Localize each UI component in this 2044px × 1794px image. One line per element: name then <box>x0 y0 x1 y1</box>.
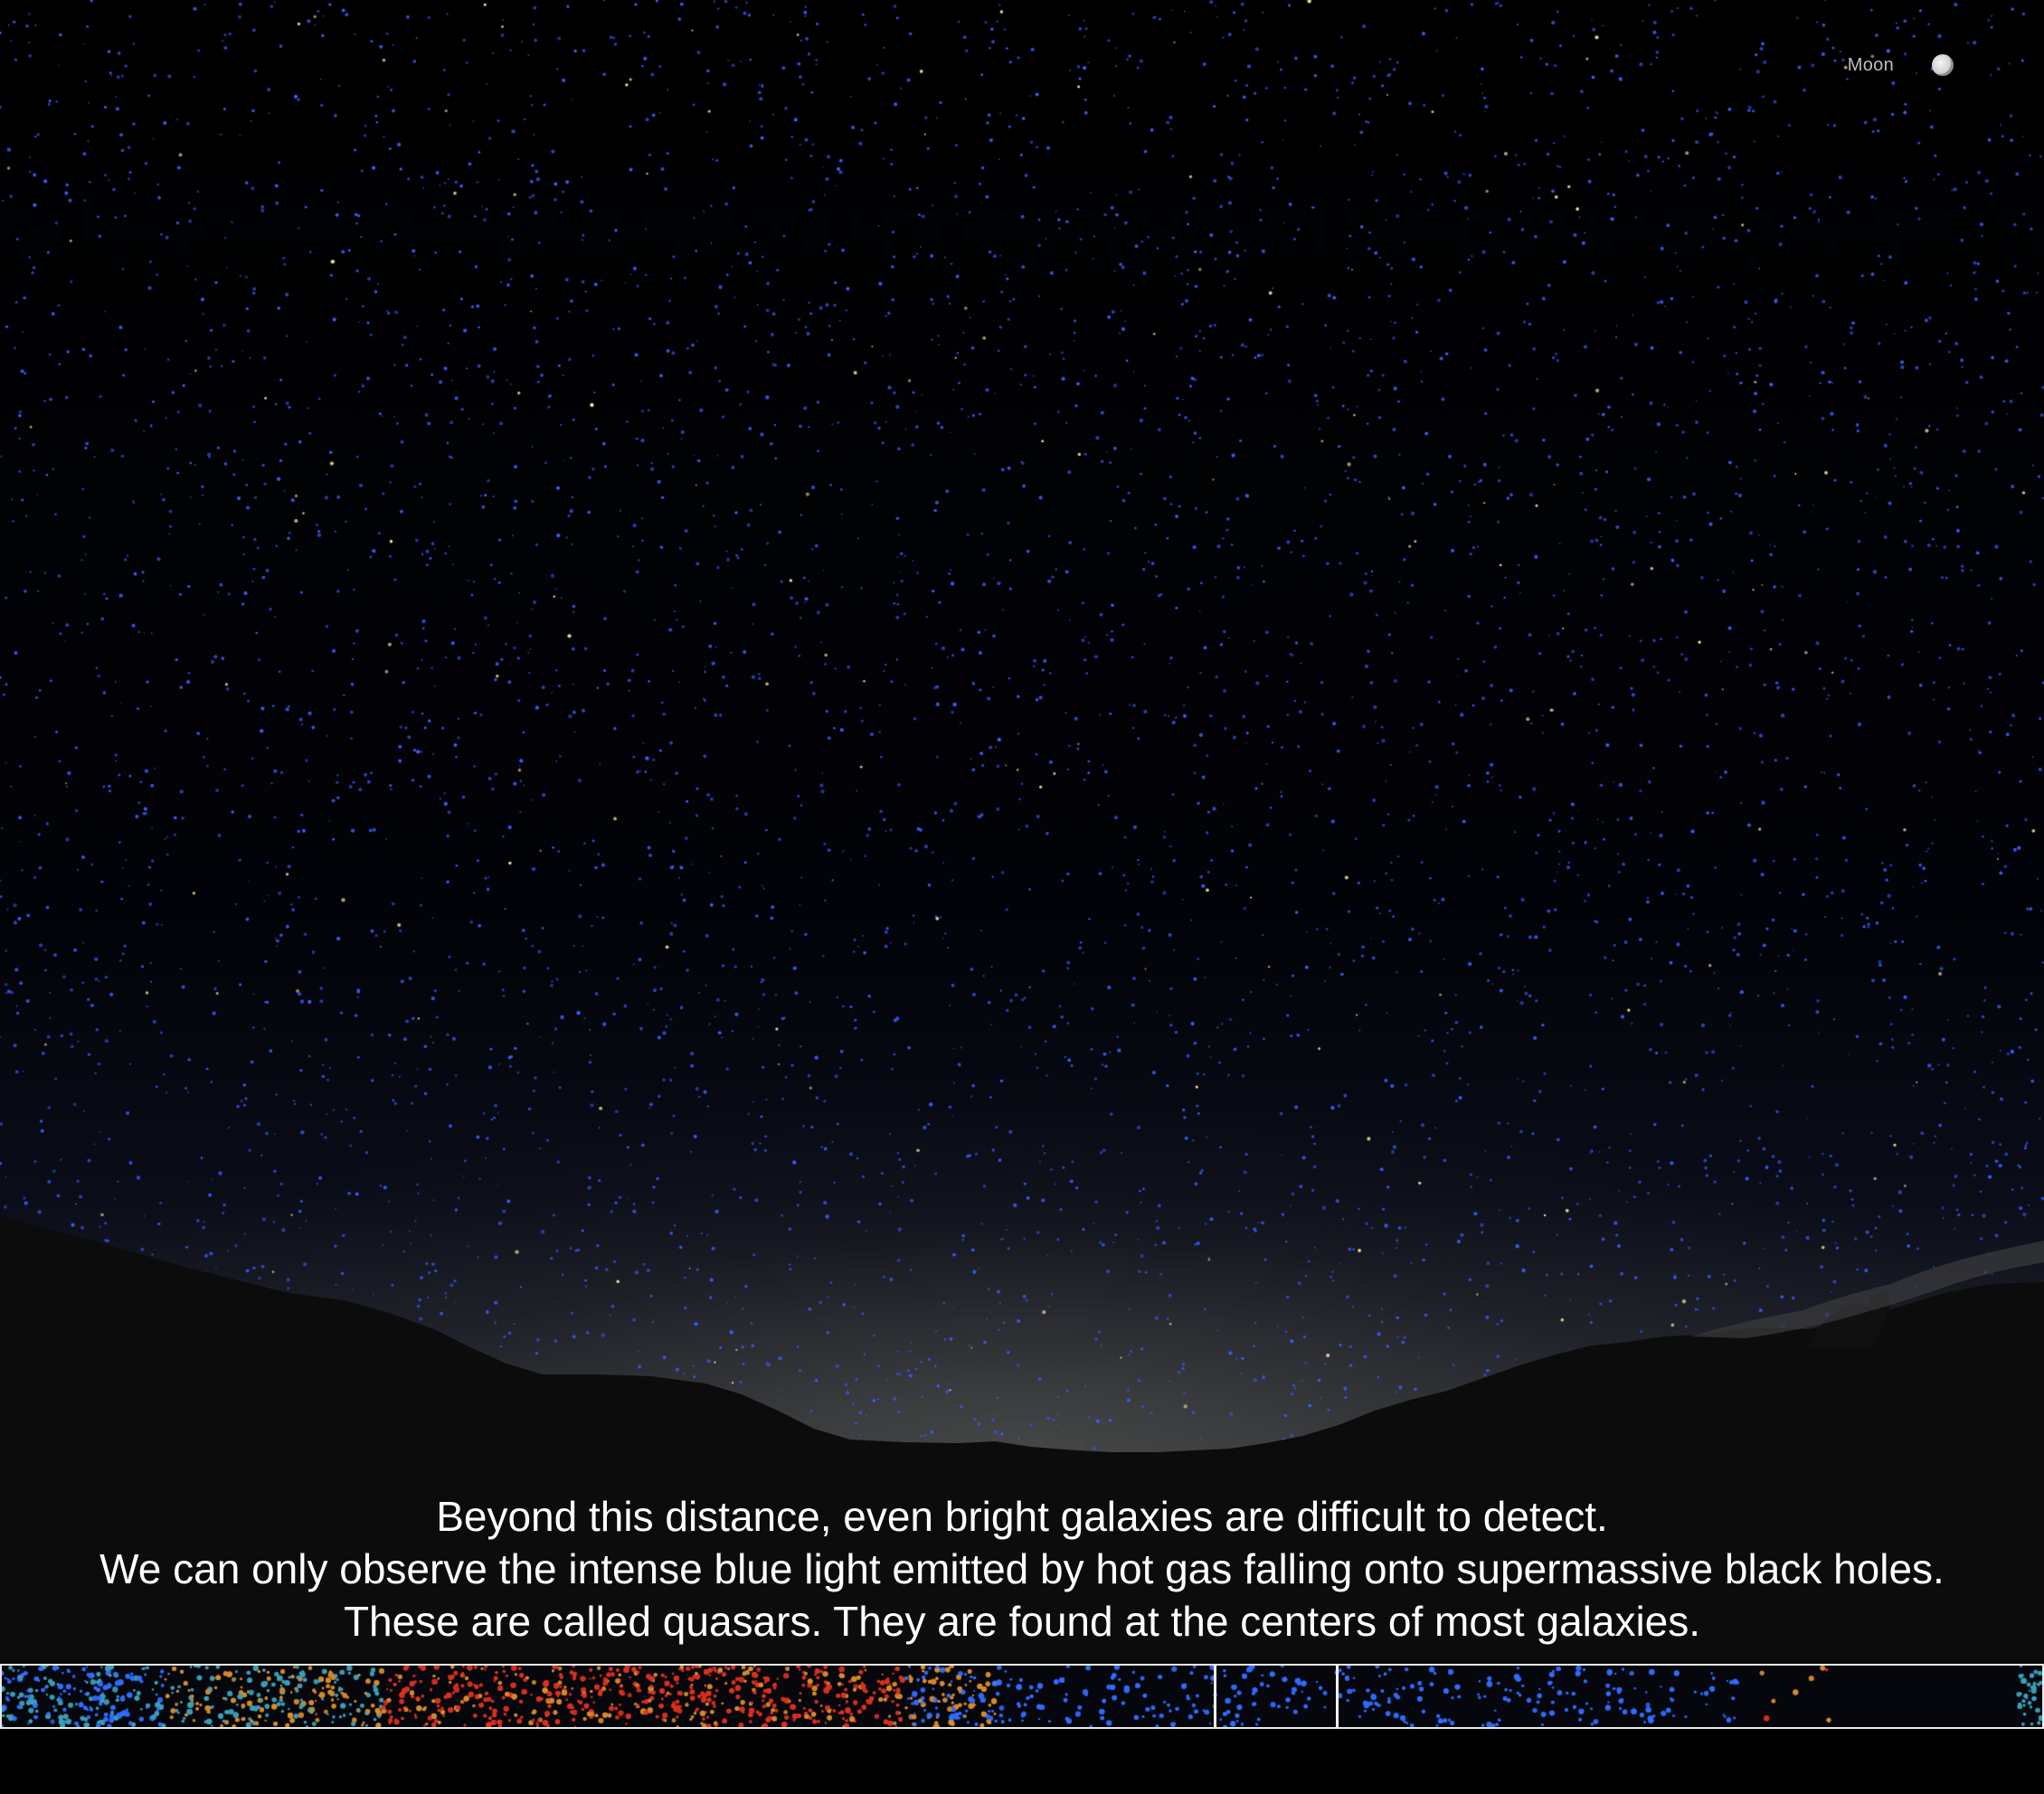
timeline-marker-end[interactable] <box>1336 1666 1339 1727</box>
moon-toggle[interactable]: Moon <box>1848 54 1954 76</box>
moon-label: Moon <box>1847 54 1894 75</box>
caption-line-1: Beyond this distance, even bright galaxi… <box>436 1493 1608 1540</box>
caption-line-3: These are called quasars. They are found… <box>343 1598 1701 1645</box>
bottom-black-bar <box>0 1729 2044 1794</box>
night-sky-scene: Moon Beyond this distance, even bright g… <box>0 0 2044 1664</box>
moon-icon <box>1932 54 1954 76</box>
distance-timeline-strip[interactable] <box>0 1664 2044 1729</box>
mountain-horizon-silhouette <box>0 1216 2044 1664</box>
mountain-silhouette <box>0 1216 2044 1664</box>
timeline-marker-start[interactable] <box>1214 1666 1216 1727</box>
cloud-wisp <box>1691 1241 2044 1338</box>
narration-caption: Beyond this distance, even bright galaxi… <box>0 1490 2044 1648</box>
caption-line-2: We can only observe the intense blue lig… <box>99 1545 1945 1592</box>
timeline-galaxy-strip <box>2 1666 2042 1727</box>
